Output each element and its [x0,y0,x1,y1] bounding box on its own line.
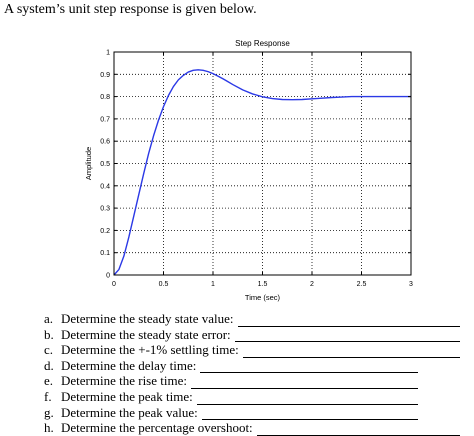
answer-blank[interactable] [237,315,460,327]
answer-blank[interactable] [200,361,418,374]
question-letter: a. [44,311,54,326]
y-tick-label: 0 [106,273,110,280]
chart-title: Step Response [235,39,290,48]
answer-blank[interactable] [242,346,460,358]
step-response-chart: 0 0.5 1 1.5 2 2.5 3 0 0.1 0.2 0.3 0.4 0.5 0.6 0.7 0.8 0.… [78,33,418,308]
y-tick-label: 0.3 [100,206,110,213]
question-letter: f. [44,388,52,404]
x-tick-label: 2 [310,281,314,288]
question-text: Determine the percentage overshoot: [61,420,253,436]
y-tick-label: 0.7 [100,116,110,123]
question-text: Determine the peak value: [61,404,198,420]
problem-intro: A system’s unit step response is given b… [4,2,257,17]
x-tick-label: 3 [409,281,413,288]
x-axis-label: Time (sec) [245,293,281,302]
question-letter: d. [44,357,54,373]
question-text: Determine the delay time: [61,357,197,373]
y-tick-label: 0.9 [100,72,110,79]
y-tick-label: 0.2 [100,228,110,235]
question-letter: e. [44,373,54,389]
x-tick-label: 1.5 [258,281,268,288]
question-letter: b. [44,326,54,342]
step-response-plot: 0 0.5 1 1.5 2 2.5 3 0 0.1 0.2 0.3 0.4 0.5 0.6 0.7 0.8 0.… [84,39,413,302]
step-response-line [113,69,411,276]
x-tick-label: 2.5 [357,281,367,288]
question-text: Determine the rise time: [61,373,187,389]
question-letter: h. [44,420,54,436]
x-tick-label: 0.5 [159,281,169,288]
question-letter: g. [44,404,54,420]
y-tick-label: 0.8 [100,94,110,101]
answer-blank[interactable] [196,393,418,405]
x-tick-label: 0 [112,281,116,288]
question-item: b. Determine the steady state error: [44,327,464,343]
question-item: h. Determine the percentage overshoot: [44,420,464,436]
answer-blank[interactable] [190,377,418,389]
y-tick-label: 0.5 [100,161,110,168]
y-tick-label: 0.1 [100,250,110,257]
question-list: a. Determine the steady state value: b. Det… [44,311,464,436]
y-tick-label: 1 [106,50,110,57]
question-item: a. Determine the steady state value: [44,311,464,327]
y-tick-label: 0.4 [100,183,110,190]
question-text: Determine the steady state error: [61,326,231,342]
x-tick-label: 1 [211,281,215,288]
y-tick-label: 0.6 [100,139,110,146]
question-text: Determine the peak time: [61,388,193,404]
answer-blank[interactable] [201,408,418,421]
question-item: f. Determine the peak time: [44,389,464,405]
question-item: e. Determine the rise time: [44,373,464,389]
question-letter: c. [44,342,54,358]
answer-blank[interactable] [234,330,460,343]
question-text: Determine the +-1% settling time: [61,342,239,358]
y-axis-label: Amplitude [84,147,93,180]
question-item: g. Determine the peak value: [44,405,464,421]
question-item: d. Determine the delay time: [44,358,464,374]
question-item: c. Determine the +-1% settling time: [44,342,464,358]
question-text: Determine the steady state value: [61,311,234,326]
